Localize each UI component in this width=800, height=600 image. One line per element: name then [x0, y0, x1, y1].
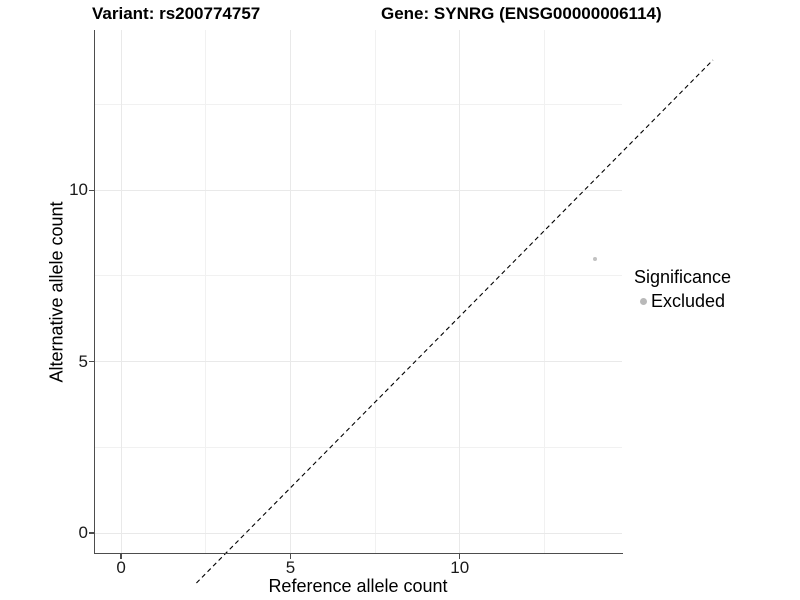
legend-item-label: Excluded: [651, 291, 726, 311]
gridline-y-major: [95, 532, 622, 534]
legend: Significance Excluded: [634, 267, 731, 312]
gridline-x-minor: [205, 30, 207, 553]
identity-line-layer: [196, 59, 714, 584]
x-tick-label: 0: [116, 558, 126, 577]
plot-title-variant: Variant: rs200774757: [92, 4, 261, 23]
x-axis-tick: [289, 554, 292, 559]
legend-item-excluded: Excluded: [634, 291, 731, 312]
gridline-y-major: [95, 361, 622, 363]
plot-title-gene: Gene: SYNRG (ENSG00000006114): [381, 4, 662, 23]
x-axis-tick: [120, 554, 122, 559]
y-tick-label: 0: [78, 523, 88, 543]
gridline-y-minor: [95, 446, 622, 448]
x-axis-line: [93, 553, 623, 555]
plot-panel: [95, 30, 714, 584]
x-tick-label: 5: [285, 558, 296, 577]
x-tick-label: 10: [450, 558, 470, 577]
gridline-x-minor: [374, 30, 376, 553]
y-tick-label: 10: [69, 180, 88, 200]
legend-title: Significance: [634, 267, 732, 287]
gridline-x-major: [289, 30, 291, 553]
gridline-x-major: [459, 30, 461, 553]
y-axis-tick: [89, 360, 94, 363]
x-axis-title: Reference allele count: [268, 576, 448, 596]
identity-dashed-line: [196, 59, 714, 584]
y-axis-tick: [89, 532, 94, 534]
gridline-y-minor: [95, 103, 622, 105]
y-axis-tick: [89, 189, 94, 191]
y-axis-title: Alternative allele count: [46, 201, 67, 383]
gridline-y-minor: [95, 275, 622, 277]
gridline-y-major: [95, 189, 622, 191]
data-point: [593, 256, 598, 261]
x-axis-tick: [459, 554, 461, 559]
legend-key-dot: [640, 298, 647, 305]
y-axis-line: [93, 30, 95, 555]
y-tick-label: 5: [78, 351, 88, 371]
gridline-x-minor: [543, 30, 545, 553]
gridline-x-major: [120, 30, 122, 553]
